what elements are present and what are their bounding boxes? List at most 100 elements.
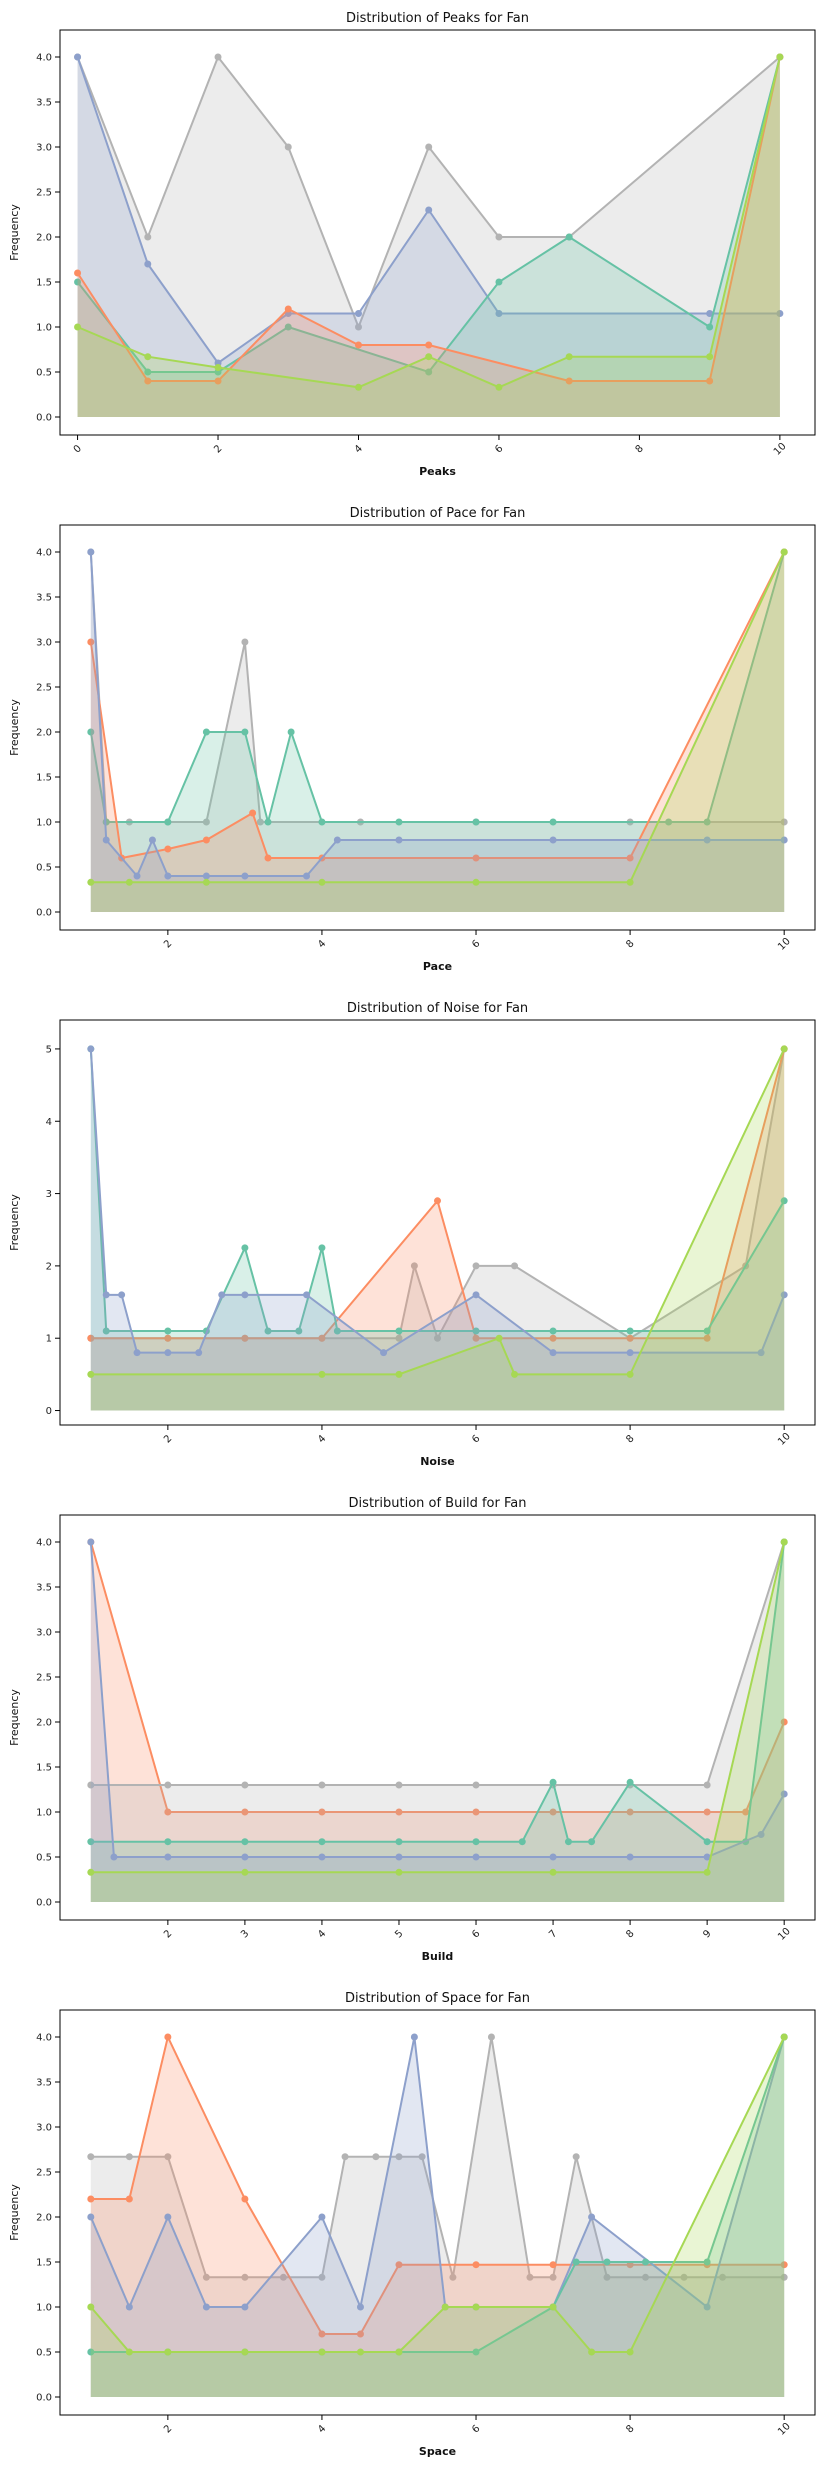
data-point: [287, 728, 295, 736]
x-tick-label: 2: [162, 1433, 174, 1445]
data-point: [626, 2348, 634, 2356]
data-point: [780, 1538, 788, 1546]
data-point: [125, 2348, 133, 2356]
data-point: [703, 1781, 711, 1789]
data-point: [125, 878, 133, 886]
data-point: [776, 53, 784, 61]
series-line: [90, 1541, 786, 1786]
data-point: [780, 2261, 788, 2269]
x-tick-label: 10: [776, 2421, 793, 2438]
data-point: [164, 1853, 172, 1861]
x-tick-label: 2: [162, 938, 174, 950]
data-point: [703, 2303, 711, 2311]
data-point: [214, 364, 222, 371]
y-tick-label: 1.0: [36, 1808, 52, 1819]
series-2: [87, 2033, 788, 2397]
data-point: [449, 2273, 457, 2281]
y-tick-label: 2.5: [36, 2168, 52, 2179]
data-point: [202, 836, 210, 844]
series-area: [90, 2037, 785, 2397]
x-tick-label: 4: [316, 2423, 328, 2435]
data-point: [395, 1327, 403, 1335]
data-point: [719, 2273, 727, 2281]
data-point: [87, 1838, 95, 1846]
data-point: [164, 872, 172, 880]
x-tick-label: 10: [776, 1926, 793, 1943]
data-point: [87, 2153, 95, 2161]
series-2: [87, 548, 788, 912]
y-tick-label: 2.5: [36, 188, 52, 199]
data-point: [511, 1262, 519, 1270]
data-point: [549, 1868, 557, 1876]
y-tick-label: 4: [46, 1117, 52, 1128]
chart-title: Distribution of Noise for Fan: [347, 1001, 528, 1016]
data-point: [395, 1808, 403, 1816]
data-point: [626, 1808, 634, 1816]
data-point: [264, 854, 272, 862]
data-point: [757, 1349, 765, 1357]
y-axis-label: Frequency: [8, 699, 21, 756]
data-point: [410, 1262, 418, 1270]
data-point: [87, 1045, 95, 1053]
data-point: [87, 2303, 95, 2311]
data-point: [472, 1853, 480, 1861]
x-tick-label: 2: [212, 443, 224, 455]
data-point: [202, 818, 210, 826]
data-point: [372, 2153, 380, 2161]
data-point: [241, 872, 249, 880]
data-point: [333, 836, 341, 844]
y-tick-label: 0.5: [36, 2348, 52, 2359]
data-point: [279, 2273, 287, 2281]
x-tick-label: 8: [624, 2423, 636, 2435]
x-axis-label: Space: [419, 2445, 456, 2458]
x-tick-label: 2: [162, 2423, 174, 2435]
x-tick-label: 2: [162, 1928, 174, 1940]
x-tick-label: 4: [353, 443, 365, 455]
data-point: [780, 2273, 788, 2281]
data-point: [472, 2348, 480, 2356]
data-point: [318, 2213, 326, 2221]
data-point: [780, 2033, 788, 2041]
data-point: [780, 1790, 788, 1798]
series-line: [90, 2034, 785, 2335]
series-4: [87, 1538, 788, 1902]
data-point: [164, 2213, 172, 2221]
data-point: [284, 143, 292, 151]
data-point: [303, 872, 311, 880]
data-point: [626, 1370, 634, 1378]
data-point: [588, 1838, 596, 1846]
data-point: [241, 1781, 249, 1789]
data-point: [472, 1334, 480, 1342]
data-point: [665, 818, 673, 826]
y-tick-label: 0.0: [36, 2393, 52, 2404]
data-point: [565, 377, 573, 385]
chart-title: Distribution of Space for Fan: [345, 1991, 530, 2006]
data-point: [487, 2033, 495, 2041]
y-tick-label: 2.0: [36, 233, 52, 244]
data-point: [214, 53, 222, 61]
x-tick-label: 8: [624, 1928, 636, 1940]
x-tick-label: 6: [470, 2423, 482, 2435]
series-line: [90, 1541, 786, 1874]
data-point: [472, 818, 480, 826]
data-point: [425, 368, 433, 376]
data-point: [395, 2153, 403, 2161]
y-tick-label: 3.5: [36, 2078, 52, 2089]
data-point: [703, 2258, 711, 2266]
y-tick-label: 1.0: [36, 818, 52, 829]
data-point: [626, 1853, 634, 1861]
data-point: [472, 2303, 480, 2311]
x-tick-label: 4: [316, 938, 328, 950]
data-point: [395, 2261, 403, 2269]
series-area: [90, 1542, 785, 1902]
data-point: [256, 818, 264, 826]
x-tick-label: 6: [470, 1928, 482, 1940]
plot-frame: [59, 29, 816, 436]
data-point: [511, 1370, 519, 1378]
data-point: [626, 1327, 634, 1335]
data-point: [588, 2348, 596, 2356]
x-tick-label: 8: [634, 443, 646, 455]
chart-title: Distribution of Pace for Fan: [350, 506, 526, 521]
data-point: [87, 1868, 95, 1876]
